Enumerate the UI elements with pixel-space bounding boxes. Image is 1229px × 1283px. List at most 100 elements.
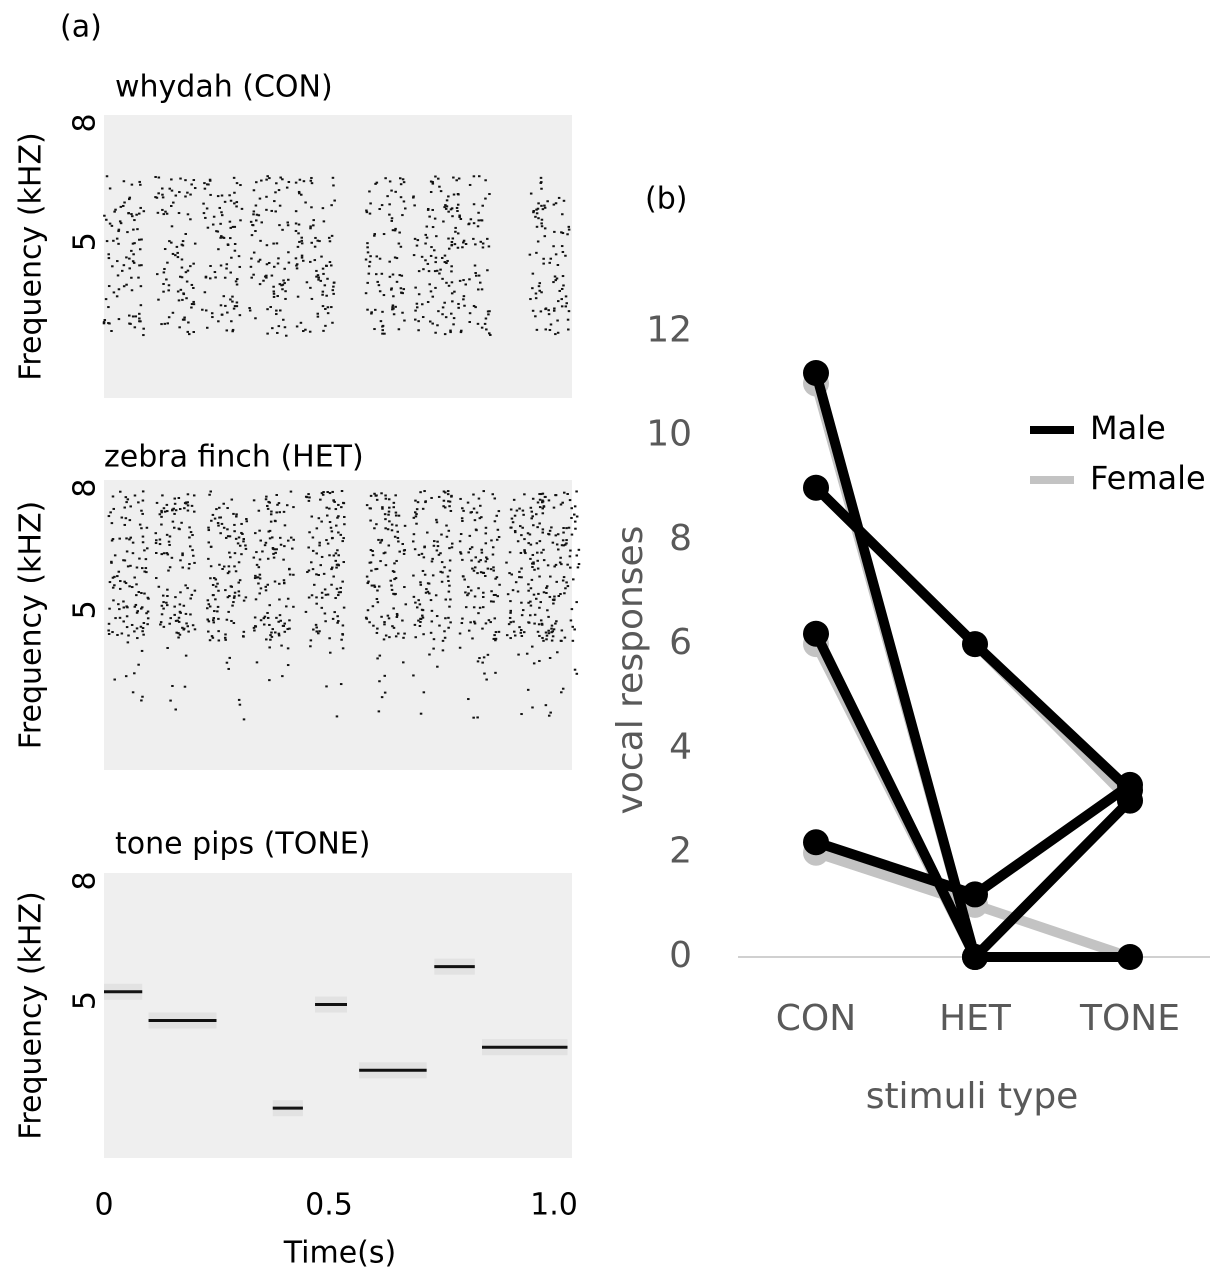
texture-dot (541, 531, 545, 534)
texture-dot (256, 576, 260, 579)
x-tick-label: 0.5 (305, 1188, 353, 1223)
texture-dot (117, 228, 121, 231)
texture-dot (255, 661, 259, 664)
texture-dot (203, 187, 207, 190)
texture-dot (284, 290, 287, 293)
texture-dot (390, 217, 394, 220)
texture-dot (240, 522, 243, 525)
texture-dot (494, 637, 498, 640)
texture-dot (141, 490, 145, 493)
texture-dot (472, 569, 476, 572)
texture-dot (181, 626, 184, 629)
texture-dot (477, 219, 480, 222)
texture-dot (265, 495, 268, 498)
texture-dot (440, 561, 444, 564)
texture-dot (273, 519, 277, 522)
texture-dot (111, 576, 115, 579)
texture-dot (527, 583, 530, 586)
texture-dot (138, 238, 141, 241)
texture-dot (524, 552, 527, 555)
texture-dot (171, 252, 175, 255)
texture-dot (509, 609, 512, 612)
texture-dot (380, 492, 383, 495)
texture-dot (537, 285, 541, 288)
texture-dot (193, 242, 197, 245)
texture-dot (322, 220, 326, 223)
texture-dot (469, 621, 472, 624)
texture-dot (186, 493, 190, 496)
texture-dot (428, 283, 431, 286)
texture-dot (142, 327, 145, 330)
texture-dot (343, 515, 346, 518)
texture-dot (222, 526, 226, 529)
texture-dot (512, 620, 515, 623)
texture-dot (173, 526, 176, 529)
texture-dot (441, 571, 444, 574)
texture-dot (437, 495, 441, 498)
texture-dot (330, 306, 333, 309)
texture-dot (274, 551, 277, 554)
texture-dot (334, 552, 338, 555)
texture-dot (555, 543, 559, 546)
texture-dot (415, 513, 418, 516)
texture-dot (518, 507, 521, 510)
texture-dot (462, 239, 466, 242)
texture-dot (170, 189, 174, 192)
texture-dot (566, 493, 569, 496)
texture-dot (519, 551, 523, 554)
texture-dot (540, 187, 543, 190)
texture-dot (255, 181, 258, 184)
texture-dot (560, 629, 564, 632)
texture-dot (417, 270, 421, 273)
texture-dot (516, 540, 520, 543)
texture-dot (541, 208, 545, 211)
texture-dot (540, 222, 543, 225)
texture-dot (540, 204, 543, 207)
texture-dot (310, 176, 313, 179)
texture-dot (213, 517, 217, 520)
texture-dot (226, 243, 230, 246)
texture-dot (487, 619, 491, 622)
texture-dot (375, 523, 378, 526)
texture-dot (122, 620, 125, 623)
texture-dot (473, 622, 477, 625)
texture-dot (569, 619, 573, 622)
texture-dot (458, 214, 461, 217)
texture-dot (478, 175, 481, 178)
texture-dot (219, 304, 223, 307)
texture-dot (326, 542, 330, 545)
texture-dot (397, 242, 401, 245)
texture-dot (192, 303, 196, 306)
texture-dot (325, 685, 328, 688)
texture-dot (535, 597, 538, 600)
texture-dot (229, 298, 232, 301)
texture-dot (332, 292, 335, 295)
texture-dot (434, 331, 437, 334)
texture-dot (553, 230, 556, 233)
texture-dot (538, 606, 541, 609)
texture-dot (107, 253, 110, 256)
texture-dot (532, 211, 535, 214)
texture-dot (532, 561, 535, 564)
texture-dot (447, 626, 450, 629)
texture-dot (126, 606, 129, 609)
texture-dot (142, 210, 146, 213)
texture-dot (392, 626, 396, 629)
texture-dot (374, 308, 377, 311)
y-tick-label: 8 (68, 871, 103, 890)
texture-dot (412, 674, 415, 677)
texture-dot (456, 193, 460, 196)
texture-dot (336, 516, 339, 519)
texture-dot (126, 641, 130, 644)
texture-dot (224, 589, 227, 592)
texture-dot (177, 212, 181, 215)
texture-dot (209, 577, 212, 580)
texture-dot (573, 668, 577, 671)
texture-dot (208, 493, 211, 496)
texture-dot (139, 206, 142, 209)
texture-dot (508, 551, 512, 554)
texture-dot (493, 497, 497, 500)
texture-dot (336, 621, 339, 624)
texture-dot (493, 634, 496, 637)
texture-dot (535, 513, 538, 516)
